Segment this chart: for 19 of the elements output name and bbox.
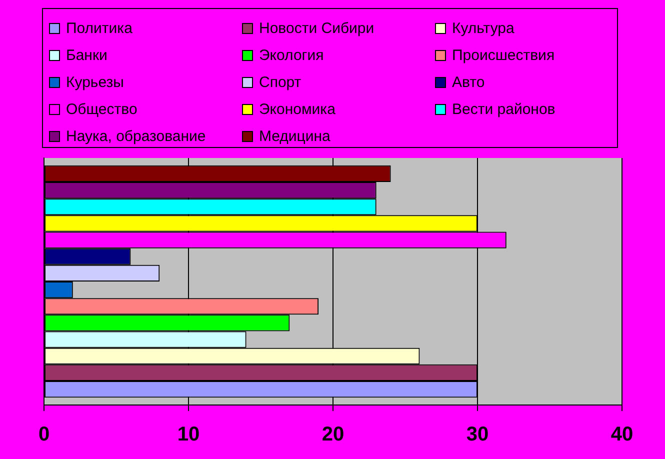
- legend-label: Общество: [66, 101, 138, 118]
- legend-label: Происшествия: [452, 47, 555, 64]
- x-tick-label: 30: [466, 424, 489, 446]
- legend-label: Спорт: [259, 74, 302, 91]
- legend-label: Наука, образование: [66, 128, 206, 145]
- legend-label: Вести районов: [452, 101, 556, 118]
- legend-label: Курьезы: [66, 74, 124, 91]
- x-tick-label: 0: [38, 424, 50, 446]
- legend-label: Банки: [66, 47, 108, 64]
- legend-label: Авто: [452, 74, 485, 91]
- legend-label: Культура: [452, 20, 514, 37]
- legend-label: Экономика: [259, 101, 336, 118]
- legend-label: Новости Сибири: [259, 20, 374, 37]
- x-tick-label: 20: [322, 424, 344, 446]
- legend-label: Политика: [66, 20, 132, 37]
- legend-label: Экология: [259, 47, 324, 64]
- x-tick-label: 40: [610, 424, 634, 446]
- x-tick-label: 10: [177, 424, 200, 446]
- legend-label: Медицина: [259, 128, 330, 145]
